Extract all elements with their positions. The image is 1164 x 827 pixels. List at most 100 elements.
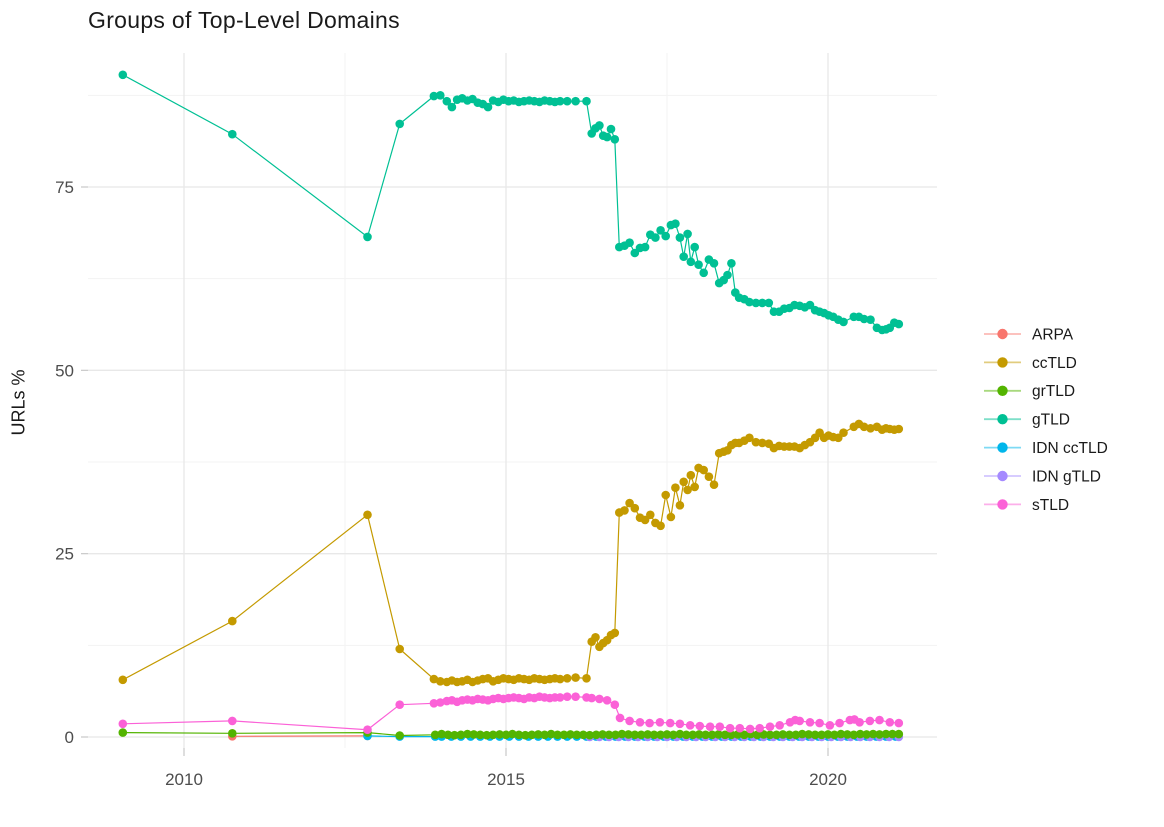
series-point-gtld [595,121,604,130]
legend-key-dot [997,357,1008,368]
series-point-stld [602,696,612,705]
series-point-stld [695,721,705,731]
series-point-cctld [591,633,600,642]
series-point-grtld [437,729,446,739]
series-point-grtld [797,729,807,739]
series-point-stld [675,719,685,729]
series-point-cctld [630,503,640,513]
series-point-stld [715,722,725,731]
series-point-gtld [679,252,688,261]
series-point-gtld [751,298,761,308]
series-point-grtld [488,730,498,740]
legend-label-gtld: gTLD [1032,412,1070,429]
series-point-grtld [810,730,820,740]
series-point-grtld [823,730,833,739]
series-point-gtld [447,102,457,112]
series-point-stld [595,694,604,704]
series-point-grtld [443,730,453,740]
series-point-grtld [463,729,472,739]
series-point-cctld [690,482,699,492]
series-point-gtld [758,298,767,308]
x-tick-label: 2010 [165,770,203,789]
series-point-stld [635,718,645,727]
series-point-gtld [745,297,754,307]
series-point-grtld [694,730,704,739]
series-point-grtld [740,730,749,740]
series-point-grtld [785,730,794,740]
series-point-grtld [881,729,891,739]
series-point-grtld [682,730,691,740]
series-point-gtld [866,315,875,325]
series-point-grtld [617,729,627,739]
series-point-stld [735,723,745,733]
series-point-gtld [656,226,665,235]
series-point-grtld [118,728,128,737]
series-point-grtld [636,730,646,740]
legend-key-dot [997,470,1008,482]
series-point-grtld [888,729,897,739]
series-point-stld [685,721,695,730]
series-point-grtld [559,730,569,740]
series-point-cctld [646,510,655,520]
series-point-grtld [843,730,852,739]
series-point-grtld [727,730,736,740]
series-point-gtld [228,129,237,139]
series-point-stld [835,718,844,728]
series-point-gtld [651,233,660,242]
series-point-stld [571,692,580,701]
series-point-cctld [679,477,688,487]
series-point-grtld [701,730,710,740]
series-point-stld [228,716,237,726]
series-point-gtld [661,231,670,241]
series-point-cctld [894,424,904,434]
series-point-stld [436,698,445,707]
series-point-gtld [571,96,580,106]
series-point-grtld [598,730,607,739]
series-point-grtld [836,729,846,739]
series-point-gtld [610,135,620,144]
series-point-gtld [686,257,696,267]
series-point-stld [745,724,755,734]
series-point-cctld [118,675,128,685]
series-point-grtld [475,730,485,740]
y-tick-label: 75 [55,178,74,197]
series-point-grtld [469,730,479,739]
series-point-stld [655,718,665,727]
series-point-grtld [579,730,588,740]
series-point-grtld [566,730,575,739]
series-point-grtld [643,730,652,739]
series-point-stld [555,693,565,702]
series-point-stld [765,722,775,731]
series-point-grtld [875,730,884,739]
series-point-grtld [482,730,492,740]
legend-label-arpa: ARPA [1032,326,1074,343]
series-point-stld [363,725,372,734]
series-point-grtld [772,730,781,740]
series-point-gtld [839,317,848,327]
legend-label-cctld: ccTLD [1032,355,1077,372]
series-point-gtld [429,91,439,101]
series-point-grtld [450,730,459,740]
series-point-stld [562,692,572,701]
series-point-grtld [604,730,614,740]
series-point-grtld [456,730,466,740]
series-point-grtld [669,730,678,740]
series-point-cctld [675,501,685,510]
series-point-cctld [751,437,761,447]
series-point-grtld [521,730,530,740]
series-point-cctld [683,485,692,495]
series-point-grtld [765,730,775,740]
series-point-cctld [582,674,591,683]
y-axis-title: URLs % [8,369,29,436]
series-point-stld [775,721,784,730]
series-point-grtld [656,730,665,740]
legend-key-dot [997,328,1008,340]
series-point-stld [865,716,875,726]
series-point-gtld [363,232,372,242]
chart-title: Groups of Top-Level Domains [88,7,400,33]
series-point-stld [645,718,654,728]
series-point-grtld [553,730,562,740]
series-point-grtld [855,729,865,739]
series-point-gtld [606,124,616,134]
